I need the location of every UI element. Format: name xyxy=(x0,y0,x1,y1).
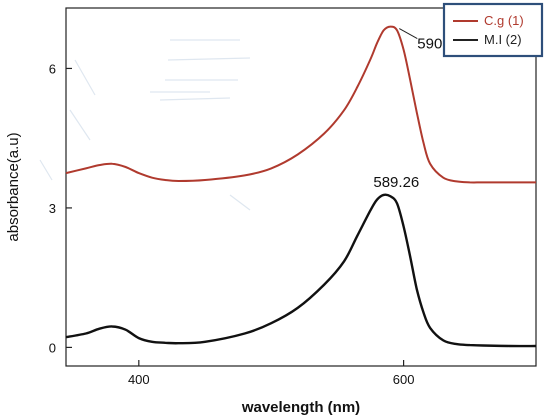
legend-entry-mi: M.I (2) xyxy=(484,32,522,47)
series-group xyxy=(65,25,537,348)
series-line-2 xyxy=(65,193,537,348)
y-tick-label: 6 xyxy=(49,61,56,76)
x-tick-label: 400 xyxy=(128,372,150,387)
legend-entry-cg: C.g (1) xyxy=(484,13,524,28)
peak-label-2: 589.26 xyxy=(373,174,419,191)
legend-box xyxy=(442,2,544,58)
faint-background-marks xyxy=(39,39,251,211)
x-axis-ticks: 400 600 xyxy=(128,360,414,387)
y-tick-label: 0 xyxy=(49,340,56,355)
y-axis-title: absorbance(a.u) xyxy=(5,132,22,241)
x-tick-label: 600 xyxy=(393,372,415,387)
peak-pointer xyxy=(399,28,418,40)
plot-frame xyxy=(65,7,537,367)
y-axis-ticks: 0 3 6 xyxy=(49,61,72,355)
x-axis-title: wavelength (nm) xyxy=(241,399,360,416)
y-tick-label: 3 xyxy=(49,201,56,216)
series-line-1 xyxy=(65,25,536,184)
legend: C.g (1) M.I (2) xyxy=(442,2,544,58)
